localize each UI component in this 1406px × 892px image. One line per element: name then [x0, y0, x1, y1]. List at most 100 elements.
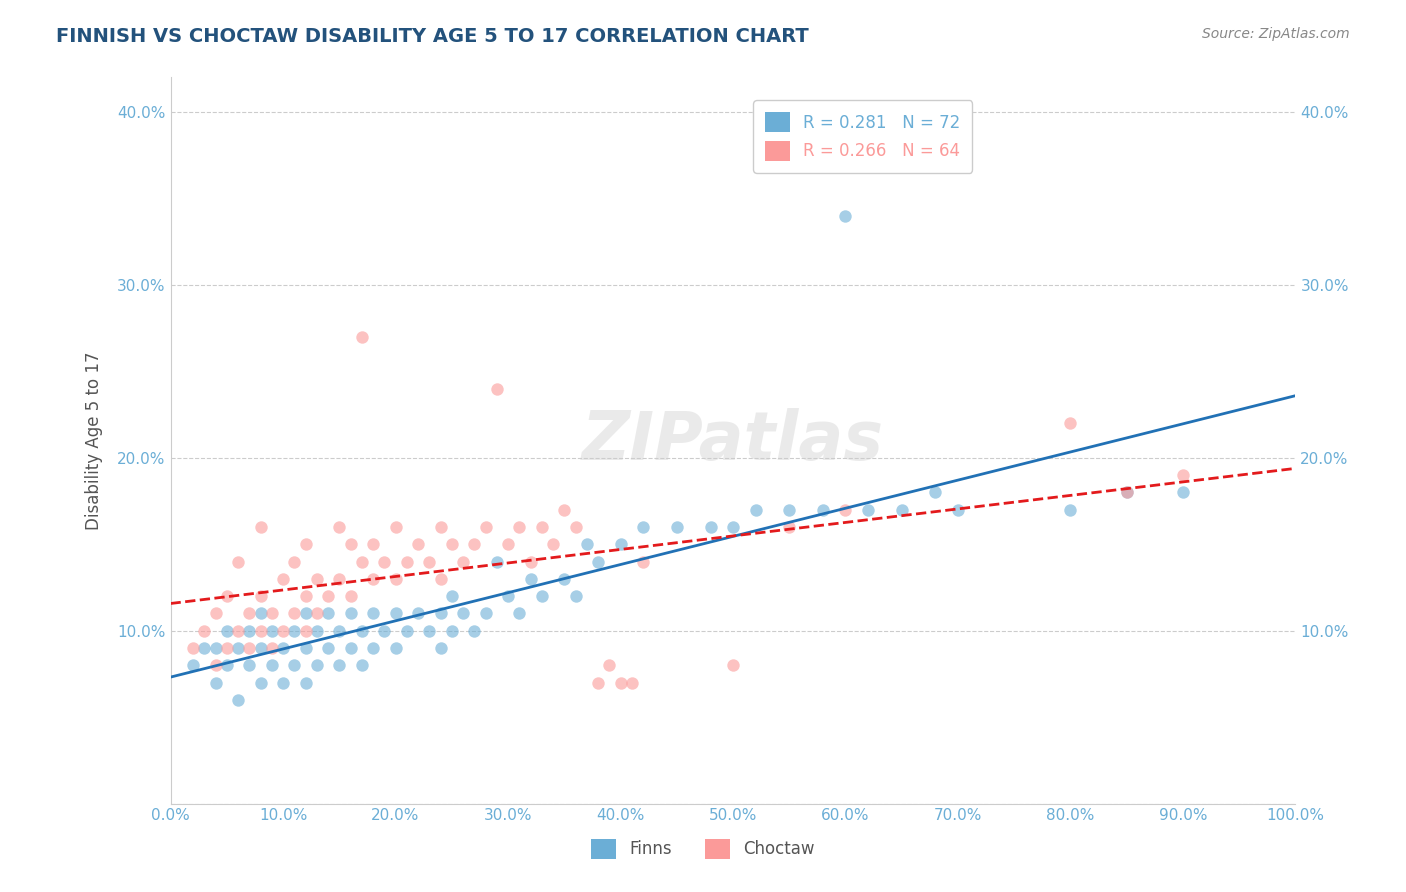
Point	[429, 607, 451, 621]
Point	[305, 607, 328, 621]
Point	[778, 502, 800, 516]
Point	[530, 520, 553, 534]
Point	[519, 555, 541, 569]
Point	[721, 658, 744, 673]
Point	[384, 572, 406, 586]
Point	[193, 624, 215, 638]
Point	[418, 555, 440, 569]
Point	[373, 555, 395, 569]
Point	[294, 607, 316, 621]
Point	[238, 624, 260, 638]
Point	[238, 658, 260, 673]
Point	[283, 555, 305, 569]
Legend: R = 0.281   N = 72, R = 0.266   N = 64: R = 0.281 N = 72, R = 0.266 N = 64	[754, 100, 972, 173]
Point	[294, 589, 316, 603]
Point	[249, 520, 271, 534]
Point	[294, 675, 316, 690]
Point	[249, 675, 271, 690]
Point	[485, 555, 508, 569]
Point	[1059, 416, 1081, 430]
Point	[271, 624, 294, 638]
Point	[508, 520, 530, 534]
Point	[1171, 468, 1194, 483]
Point	[294, 537, 316, 551]
Point	[249, 607, 271, 621]
Point	[215, 640, 238, 655]
Point	[834, 502, 856, 516]
Point	[238, 640, 260, 655]
Point	[316, 640, 339, 655]
Point	[260, 640, 283, 655]
Point	[609, 537, 631, 551]
Point	[395, 624, 418, 638]
Point	[1059, 502, 1081, 516]
Point	[564, 589, 586, 603]
Point	[575, 537, 598, 551]
Point	[665, 520, 688, 534]
Point	[226, 624, 249, 638]
Point	[328, 572, 350, 586]
Point	[204, 607, 226, 621]
Point	[305, 572, 328, 586]
Point	[294, 640, 316, 655]
Point	[474, 607, 496, 621]
Point	[361, 607, 384, 621]
Point	[249, 640, 271, 655]
Point	[294, 624, 316, 638]
Point	[316, 589, 339, 603]
Point	[361, 537, 384, 551]
Point	[249, 589, 271, 603]
Point	[271, 675, 294, 690]
Point	[1115, 485, 1137, 500]
Point	[598, 658, 620, 673]
Point	[283, 607, 305, 621]
Point	[586, 675, 609, 690]
Point	[384, 520, 406, 534]
Point	[226, 555, 249, 569]
Point	[609, 675, 631, 690]
Point	[620, 675, 643, 690]
Point	[631, 555, 654, 569]
Point	[418, 624, 440, 638]
Point	[215, 589, 238, 603]
Point	[181, 658, 204, 673]
Text: ZIPatlas: ZIPatlas	[582, 408, 884, 474]
Point	[350, 330, 373, 344]
Point	[508, 607, 530, 621]
Point	[215, 624, 238, 638]
Point	[373, 624, 395, 638]
Point	[204, 658, 226, 673]
Text: Source: ZipAtlas.com: Source: ZipAtlas.com	[1202, 27, 1350, 41]
Point	[1115, 485, 1137, 500]
Point	[226, 693, 249, 707]
Point	[553, 502, 575, 516]
Point	[204, 675, 226, 690]
Point	[519, 572, 541, 586]
Point	[946, 502, 969, 516]
Point	[474, 520, 496, 534]
Point	[316, 607, 339, 621]
Point	[721, 520, 744, 534]
Point	[328, 520, 350, 534]
Point	[699, 520, 721, 534]
Point	[553, 572, 575, 586]
Point	[440, 589, 463, 603]
Point	[249, 624, 271, 638]
Point	[564, 520, 586, 534]
Point	[283, 624, 305, 638]
Point	[440, 624, 463, 638]
Point	[339, 589, 361, 603]
Point	[451, 555, 474, 569]
Point	[260, 658, 283, 673]
Point	[339, 537, 361, 551]
Point	[328, 658, 350, 673]
Point	[384, 607, 406, 621]
Point	[350, 555, 373, 569]
Point	[339, 607, 361, 621]
Point	[406, 537, 429, 551]
Point	[384, 640, 406, 655]
Point	[361, 572, 384, 586]
Point	[429, 520, 451, 534]
Point	[204, 640, 226, 655]
Point	[631, 520, 654, 534]
